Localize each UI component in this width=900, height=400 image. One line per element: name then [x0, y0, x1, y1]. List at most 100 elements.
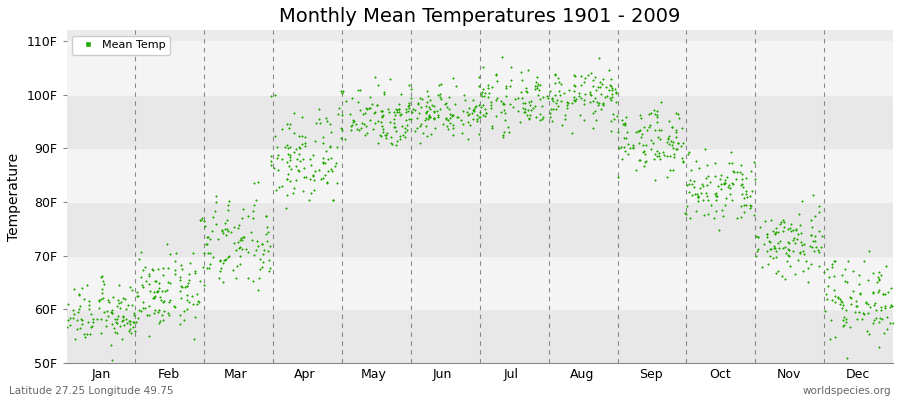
- Point: [292, 133, 306, 139]
- Point: [602, 86, 616, 93]
- Point: [528, 79, 543, 86]
- Point: [474, 88, 489, 95]
- Point: [324, 129, 338, 135]
- Point: [669, 110, 683, 116]
- Point: [173, 288, 187, 295]
- Point: [394, 91, 409, 98]
- Point: [94, 272, 109, 279]
- Point: [445, 113, 459, 120]
- Point: [427, 114, 441, 121]
- Point: [173, 277, 187, 284]
- Point: [416, 130, 430, 136]
- Point: [335, 111, 349, 118]
- Point: [787, 235, 801, 242]
- Point: [201, 234, 215, 240]
- Point: [401, 81, 416, 88]
- Point: [783, 263, 797, 269]
- Point: [115, 336, 130, 342]
- Point: [297, 143, 311, 150]
- Point: [213, 257, 228, 264]
- Point: [634, 130, 649, 137]
- Point: [166, 303, 181, 310]
- Point: [519, 112, 534, 118]
- Point: [216, 256, 230, 263]
- Point: [222, 253, 237, 259]
- Point: [782, 253, 796, 259]
- Point: [445, 112, 459, 118]
- Point: [364, 101, 379, 107]
- Point: [484, 102, 499, 108]
- Point: [74, 316, 88, 322]
- Point: [363, 105, 377, 112]
- Point: [215, 226, 230, 233]
- Point: [880, 313, 895, 320]
- Point: [762, 239, 777, 246]
- Point: [737, 194, 751, 201]
- Point: [282, 162, 296, 169]
- Point: [476, 64, 491, 70]
- Point: [782, 246, 796, 253]
- Point: [812, 208, 826, 215]
- Point: [392, 109, 406, 115]
- Point: [464, 122, 478, 128]
- Point: [652, 153, 666, 160]
- Point: [198, 241, 212, 248]
- Point: [134, 274, 148, 280]
- Point: [212, 258, 227, 265]
- Point: [394, 110, 409, 117]
- Point: [596, 76, 610, 82]
- Point: [465, 116, 480, 122]
- Point: [874, 304, 888, 310]
- Point: [671, 140, 686, 146]
- Point: [683, 215, 698, 222]
- Point: [218, 220, 232, 226]
- Point: [279, 159, 293, 165]
- Point: [174, 295, 188, 302]
- Point: [462, 118, 476, 125]
- Point: [246, 214, 260, 221]
- Point: [435, 96, 449, 103]
- Point: [833, 297, 848, 304]
- Point: [175, 284, 189, 290]
- Point: [665, 124, 680, 130]
- Point: [233, 253, 248, 259]
- Point: [123, 325, 138, 332]
- Point: [793, 250, 807, 256]
- Point: [411, 100, 426, 106]
- Point: [244, 228, 258, 235]
- Point: [636, 124, 651, 130]
- Point: [316, 158, 330, 165]
- Point: [188, 313, 202, 320]
- Point: [685, 181, 699, 187]
- Point: [422, 104, 436, 110]
- Point: [307, 176, 321, 183]
- Point: [674, 125, 688, 131]
- Point: [422, 114, 436, 120]
- Point: [142, 312, 157, 318]
- Point: [508, 96, 523, 102]
- Point: [805, 224, 819, 230]
- Point: [94, 316, 108, 322]
- Point: [121, 302, 135, 308]
- Point: [604, 75, 618, 82]
- Point: [264, 162, 278, 168]
- Point: [190, 300, 204, 307]
- Point: [370, 102, 384, 108]
- Point: [81, 318, 95, 325]
- Point: [780, 252, 795, 258]
- Point: [586, 110, 600, 116]
- Point: [376, 112, 391, 118]
- Point: [751, 234, 765, 240]
- Point: [127, 318, 141, 325]
- Point: [399, 106, 413, 112]
- Point: [782, 225, 796, 232]
- Point: [535, 116, 549, 122]
- Point: [418, 109, 433, 116]
- Point: [302, 176, 317, 182]
- Point: [781, 225, 796, 232]
- Point: [529, 83, 544, 90]
- Point: [736, 209, 751, 216]
- Point: [853, 289, 868, 296]
- Point: [71, 309, 86, 316]
- Point: [394, 122, 409, 129]
